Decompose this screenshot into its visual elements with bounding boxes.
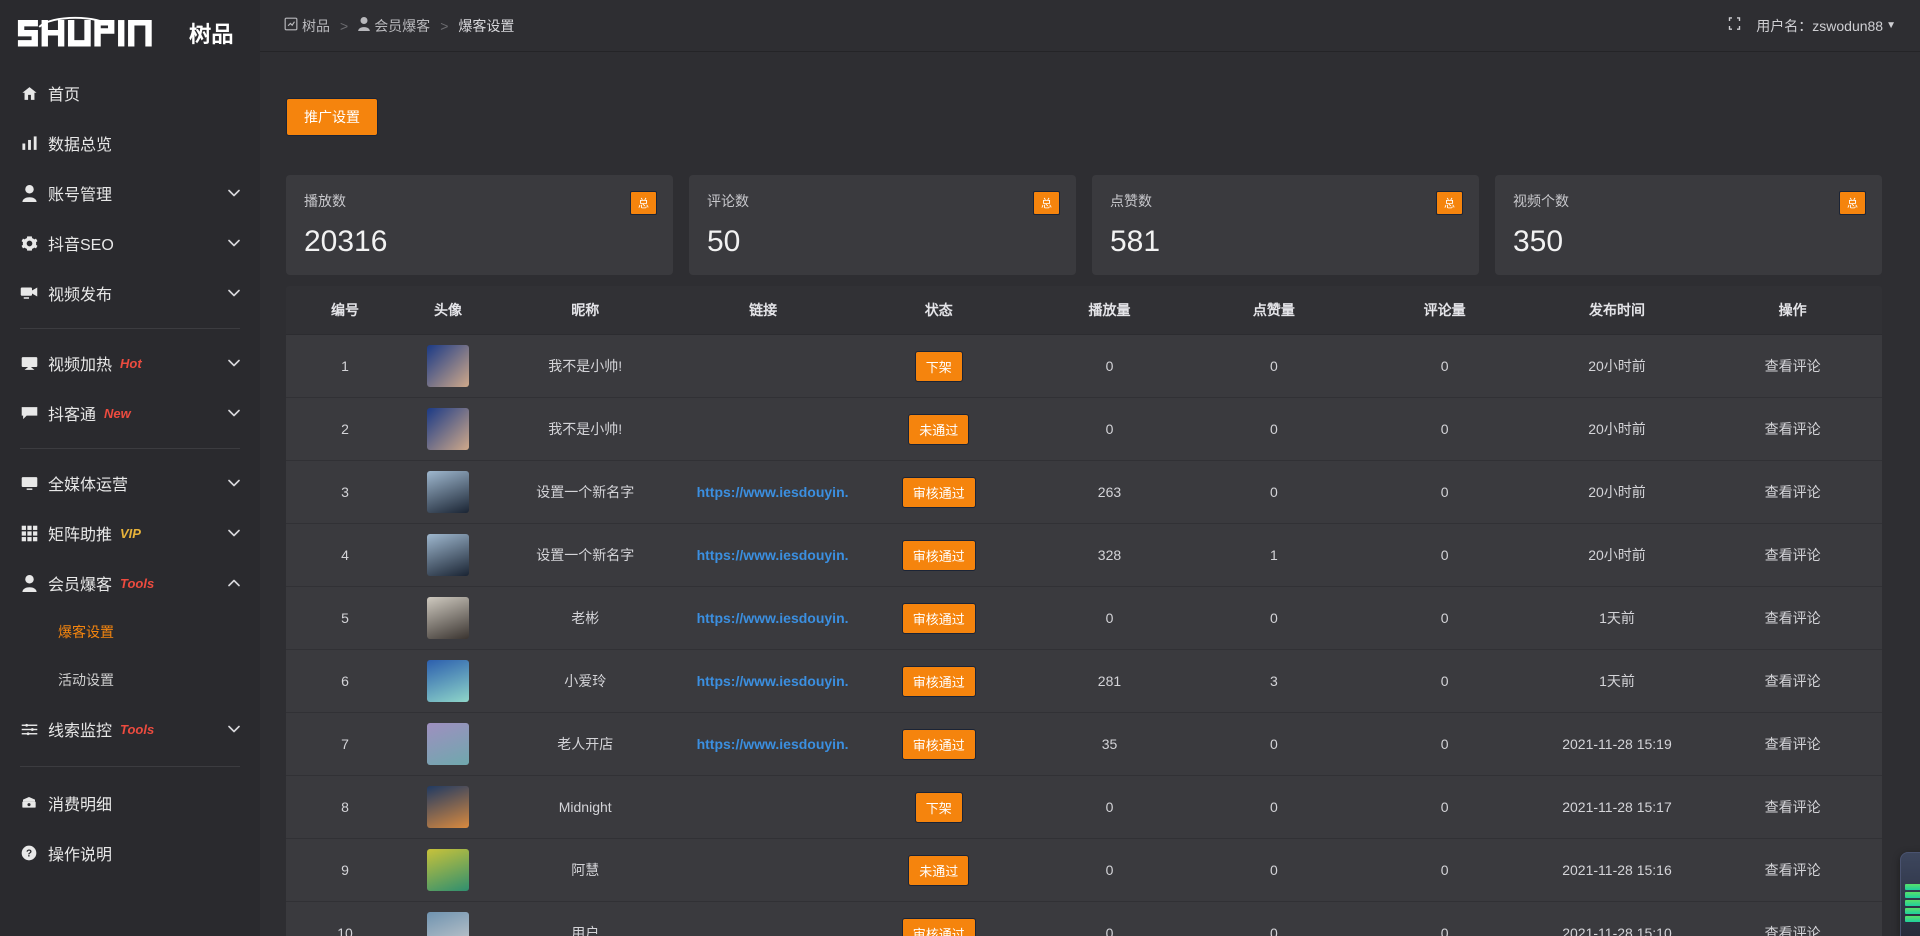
svg-text:?: ? (26, 848, 32, 859)
svg-text:树品: 树品 (189, 21, 233, 46)
